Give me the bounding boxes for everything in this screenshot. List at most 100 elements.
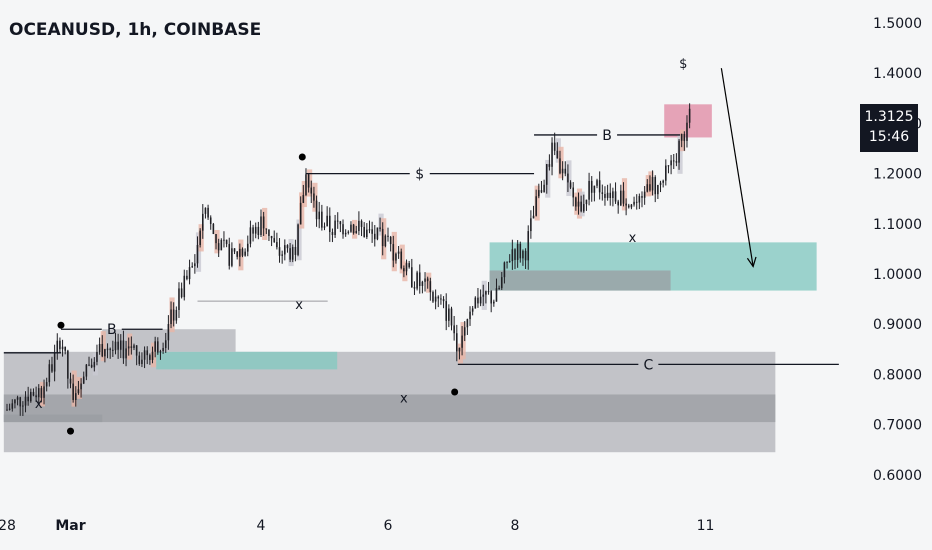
candle-tint [460, 322, 466, 360]
candle-body [40, 388, 43, 398]
candle [198, 224, 204, 252]
candle [440, 294, 442, 305]
candle-body [191, 266, 194, 268]
candle-body [461, 335, 463, 348]
candle-body [159, 351, 162, 353]
candle-body [389, 236, 392, 245]
candle-body [527, 231, 530, 261]
candle [315, 195, 318, 227]
candle [178, 282, 180, 318]
candle-body [466, 319, 469, 328]
candle-body [212, 223, 215, 235]
candle-body [14, 399, 16, 404]
candle-body [80, 383, 82, 390]
candle [220, 238, 223, 251]
candle-tint [545, 159, 551, 198]
candle [391, 231, 397, 272]
candle-body [384, 235, 387, 247]
x-tick-label: 6 [384, 518, 393, 534]
candle [326, 206, 328, 227]
candle [670, 154, 672, 175]
candle-body [246, 243, 249, 252]
candle-body [614, 191, 617, 202]
candle-body [432, 292, 434, 302]
candle-body [175, 310, 178, 321]
candle [299, 192, 305, 229]
candle [630, 203, 633, 210]
candle-body [82, 376, 85, 384]
candle [677, 135, 683, 174]
candle-body [678, 140, 680, 163]
x-tick-label: 28 [0, 518, 16, 534]
candle-body [260, 216, 262, 236]
candle-body [641, 196, 643, 198]
candle [16, 395, 19, 406]
candle-body [662, 180, 664, 183]
candle-body [122, 340, 125, 359]
candle-tint [481, 280, 487, 310]
candle [675, 153, 678, 167]
candle-body [268, 229, 270, 237]
candle-body [11, 403, 14, 409]
candle [106, 343, 109, 359]
candle-body [101, 343, 104, 357]
candle [96, 344, 98, 366]
candle-body [196, 245, 199, 264]
candle [493, 299, 495, 307]
candle [291, 244, 294, 263]
y-tick-label: 1.1000 [873, 217, 922, 233]
candle-tint [426, 272, 432, 293]
last-price-value: 1.3125 [864, 109, 914, 125]
candle-body [448, 308, 450, 321]
candle [19, 396, 22, 416]
candle-body [360, 220, 363, 227]
candle [149, 353, 151, 365]
candle-body [429, 281, 432, 293]
candle-body [30, 391, 32, 402]
candle-body [149, 355, 151, 360]
candle [665, 159, 667, 186]
candle-body [334, 220, 336, 235]
candle [389, 235, 392, 252]
candle [395, 252, 397, 264]
candle-body [606, 192, 609, 198]
candle-body [506, 261, 508, 263]
candle-body [519, 243, 522, 259]
candle [92, 353, 98, 376]
candle-body [305, 174, 307, 195]
candle-body [43, 386, 45, 398]
candle [487, 281, 490, 295]
candle-body [233, 248, 236, 252]
candle-body [490, 291, 492, 304]
zone-pink-7 [664, 104, 712, 138]
candle-body [8, 408, 11, 410]
candle [384, 234, 387, 248]
candle [305, 168, 307, 197]
candle-tint [198, 224, 204, 252]
candle-body [352, 224, 355, 234]
candle-body [413, 287, 416, 289]
candle-body [215, 234, 217, 244]
candle [339, 220, 342, 233]
candle-body [310, 187, 313, 194]
candle-body [328, 215, 331, 233]
candle-body [342, 224, 344, 235]
candle [254, 222, 257, 239]
candle [323, 222, 326, 231]
candle [228, 237, 231, 270]
candle [448, 304, 450, 328]
candle-tint [555, 138, 561, 163]
candle-tint [150, 342, 157, 368]
candle [418, 264, 421, 294]
candle [534, 185, 540, 221]
candle-tint [100, 331, 106, 362]
candle [434, 289, 437, 310]
candle-body [217, 243, 220, 251]
zone-dark-2 [3, 414, 103, 423]
candle-tint [299, 192, 305, 229]
candle [606, 184, 609, 201]
candle [657, 184, 659, 199]
candle-body [48, 364, 51, 383]
